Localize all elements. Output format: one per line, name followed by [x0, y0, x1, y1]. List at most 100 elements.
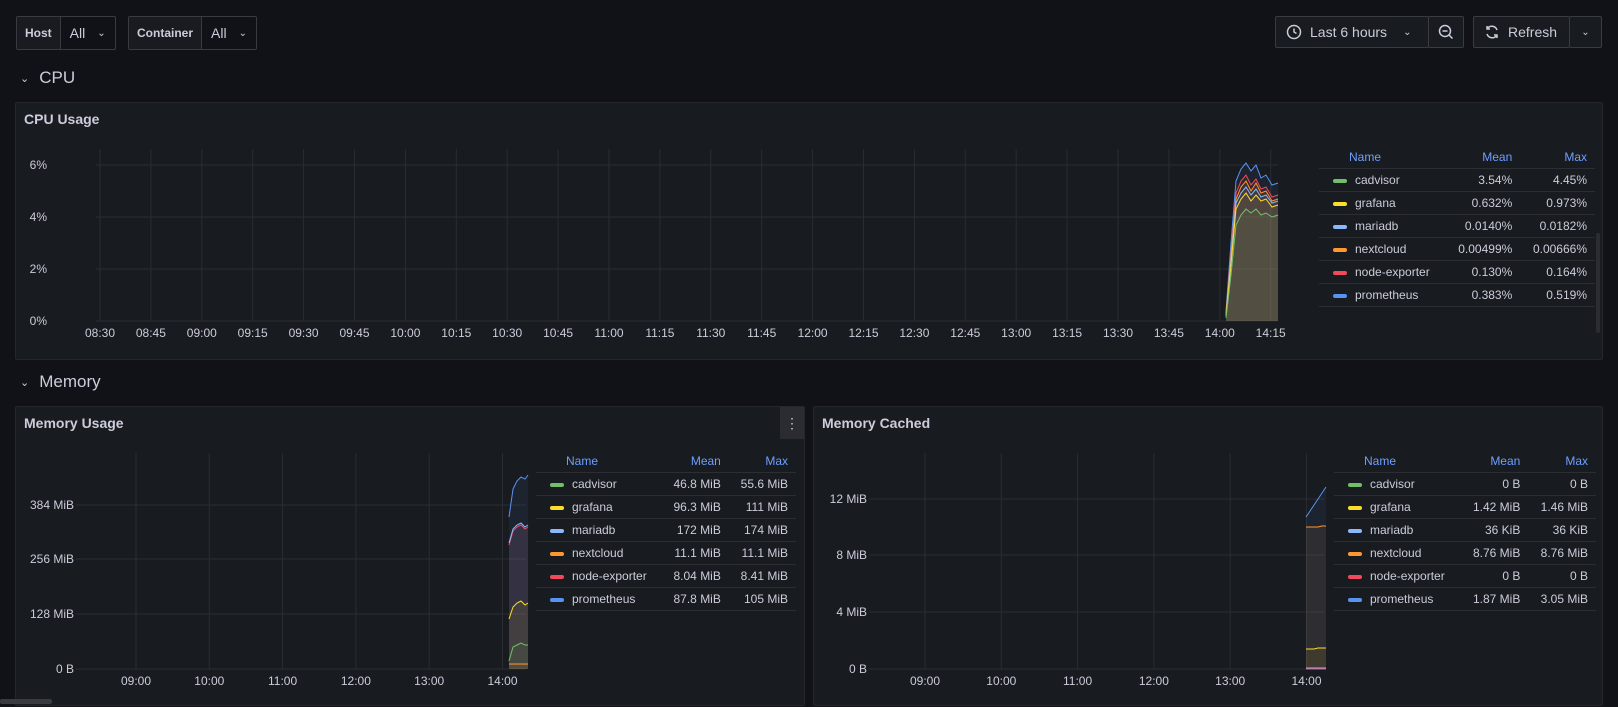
x-axis-tick: 13:00: [1001, 326, 1031, 340]
y-axis-tick: 0 B: [849, 662, 867, 676]
row-cpu-title: CPU: [39, 68, 76, 87]
legend-series-name: prometheus: [1319, 283, 1446, 307]
series-color-swatch: [1348, 505, 1362, 510]
more-vertical-icon: ⋮: [785, 414, 799, 431]
x-axis-tick: 13:00: [414, 674, 444, 688]
x-axis-tick: 12:00: [1139, 674, 1169, 688]
legend-row-prometheus[interactable]: prometheus 1.87 MiB 3.05 MiB: [1334, 587, 1596, 611]
legend-row-prometheus[interactable]: prometheus 87.8 MiB 105 MiB: [536, 587, 796, 611]
series-color-swatch: [1348, 597, 1362, 602]
series-color-swatch: [1333, 247, 1347, 252]
legend-row-node-exporter[interactable]: node-exporter 0.130% 0.164%: [1319, 260, 1595, 284]
host-select[interactable]: All ⌄: [61, 17, 115, 49]
legend-row-mariadb[interactable]: mariadb 172 MiB 174 MiB: [536, 518, 796, 542]
legend-row-mariadb[interactable]: mariadb 0.0140% 0.0182%: [1319, 214, 1595, 238]
legend-row-grafana[interactable]: grafana 96.3 MiB 111 MiB: [536, 495, 796, 519]
series-mariadb-line: [1225, 186, 1279, 316]
series-label: nextcloud: [1370, 546, 1422, 560]
series-mariadb-line: [508, 522, 529, 544]
zoom-out-button[interactable]: [1428, 16, 1464, 48]
y-axis-tick: 8 MiB: [836, 548, 867, 562]
legend-mean: 8.76 MiB: [1460, 541, 1529, 565]
series-grafana-area: [1226, 193, 1278, 321]
legend-row-nextcloud[interactable]: nextcloud 11.1 MiB 11.1 MiB: [536, 541, 796, 565]
host-select-value: All: [69, 25, 86, 41]
x-axis-tick: 10:00: [194, 674, 224, 688]
legend-header-mean[interactable]: Mean: [1445, 145, 1521, 169]
y-axis-tick: 2%: [30, 262, 48, 276]
legend-mean: 0 B: [1460, 564, 1529, 588]
legend-series-name: node-exporter: [536, 564, 662, 588]
legend-header-name[interactable]: Name: [1319, 145, 1446, 169]
cpu-usage-graph[interactable]: 6% 4% 2% 0% 08:30 08:45 09:00 09:15 09:30 09:45 10…: [16, 103, 1338, 361]
series-label: cadvisor: [1355, 173, 1400, 187]
container-select[interactable]: All ⌄: [202, 17, 256, 49]
panel-cpu-usage: CPU Usage 6% 4% 2% 0% 08:30 08:45 09:00 09:15 09…: [15, 102, 1603, 360]
legend-header-max[interactable]: Max: [728, 449, 796, 473]
memory-usage-graph[interactable]: 384 MiB 256 MiB 128 MiB 0 B 09:00 10:00 11:00 1…: [16, 407, 536, 707]
legend-row-nextcloud[interactable]: nextcloud 8.76 MiB 8.76 MiB: [1334, 541, 1596, 565]
x-axis-tick: 13:30: [1103, 326, 1133, 340]
legend-header-max[interactable]: Max: [1520, 145, 1595, 169]
legend-series-name: grafana: [536, 495, 662, 519]
row-memory[interactable]: ⌄ Memory: [20, 372, 101, 392]
series-cadvisor-area: [1226, 209, 1278, 321]
x-axis-tick: 13:15: [1052, 326, 1082, 340]
panel-menu-button[interactable]: ⋮: [780, 407, 804, 439]
legend-header-mean[interactable]: Mean: [661, 449, 729, 473]
memory-cached-graph[interactable]: 12 MiB 8 MiB 4 MiB 0 B 09:00 10:00 11:00 12:00 1…: [814, 407, 1334, 707]
series-color-swatch: [1333, 293, 1347, 298]
y-axis-tick: 256 MiB: [30, 552, 74, 566]
legend-row-node-exporter[interactable]: node-exporter 8.04 MiB 8.41 MiB: [536, 564, 796, 588]
series-nextcloud-area: [1226, 181, 1278, 321]
legend-series-name: nextcloud: [1334, 541, 1461, 565]
series-nextcloud-area: [1306, 526, 1326, 669]
series-label: node-exporter: [1355, 265, 1430, 279]
series-nextcloud-line: [1306, 525, 1326, 528]
legend-series-name: nextcloud: [536, 541, 662, 565]
refresh-button[interactable]: Refresh: [1473, 16, 1570, 48]
legend-mean: 0 B: [1460, 472, 1529, 496]
legend-row-grafana[interactable]: grafana 0.632% 0.973%: [1319, 191, 1595, 215]
legend-max: 55.6 MiB: [728, 472, 796, 496]
legend-header-name[interactable]: Name: [1334, 449, 1461, 473]
legend-scrollbar[interactable]: [1596, 233, 1600, 333]
series-label: prometheus: [1355, 288, 1419, 302]
legend-mean: 1.87 MiB: [1460, 587, 1529, 611]
legend-max: 11.1 MiB: [728, 541, 796, 565]
series-grafana-area: [509, 601, 528, 669]
panel-memory-usage: Memory Usage ⋮ 384 MiB 256 MiB 128 MiB 0 B 0…: [15, 406, 805, 706]
time-range-picker[interactable]: Last 6 hours ⌄: [1275, 16, 1429, 48]
series-prometheus-area: [1306, 487, 1326, 669]
refresh-interval-dropdown[interactable]: ⌄: [1569, 16, 1602, 48]
legend-mean: 1.42 MiB: [1460, 495, 1529, 519]
series-color-swatch: [550, 597, 564, 602]
x-axis-tick: 11:30: [696, 326, 725, 340]
series-prometheus-line: [1305, 486, 1327, 518]
legend-mean: 0.0140%: [1445, 214, 1521, 238]
legend-max: 174 MiB: [728, 518, 796, 542]
legend-row-cadvisor[interactable]: cadvisor 46.8 MiB 55.6 MiB: [536, 472, 796, 496]
x-axis-tick: 09:00: [187, 326, 217, 340]
legend-row-grafana[interactable]: grafana 1.42 MiB 1.46 MiB: [1334, 495, 1596, 519]
x-axis-tick: 13:00: [1215, 674, 1245, 688]
row-cpu[interactable]: ⌄ CPU: [20, 68, 75, 88]
chevron-down-icon: ⌄: [20, 376, 30, 389]
legend-header-max[interactable]: Max: [1528, 449, 1596, 473]
series-cadvisor-area: [509, 643, 528, 669]
legend-header-mean[interactable]: Mean: [1460, 449, 1529, 473]
legend-row-prometheus[interactable]: prometheus 0.383% 0.519%: [1319, 283, 1595, 307]
page-scrollbar[interactable]: [0, 699, 52, 704]
series-node-exporter-area: [1226, 175, 1278, 321]
series-prometheus-line: [508, 474, 529, 518]
y-axis-tick: 128 MiB: [30, 607, 74, 621]
legend-header-name[interactable]: Name: [536, 449, 662, 473]
legend-row-mariadb[interactable]: mariadb 36 KiB 36 KiB: [1334, 518, 1596, 542]
chevron-down-icon: ⌄: [238, 27, 247, 39]
legend-row-nextcloud[interactable]: nextcloud 0.00499% 0.00666%: [1319, 237, 1595, 261]
legend-series-name: cadvisor: [1319, 168, 1446, 192]
legend-row-cadvisor[interactable]: cadvisor 3.54% 4.45%: [1319, 168, 1595, 192]
